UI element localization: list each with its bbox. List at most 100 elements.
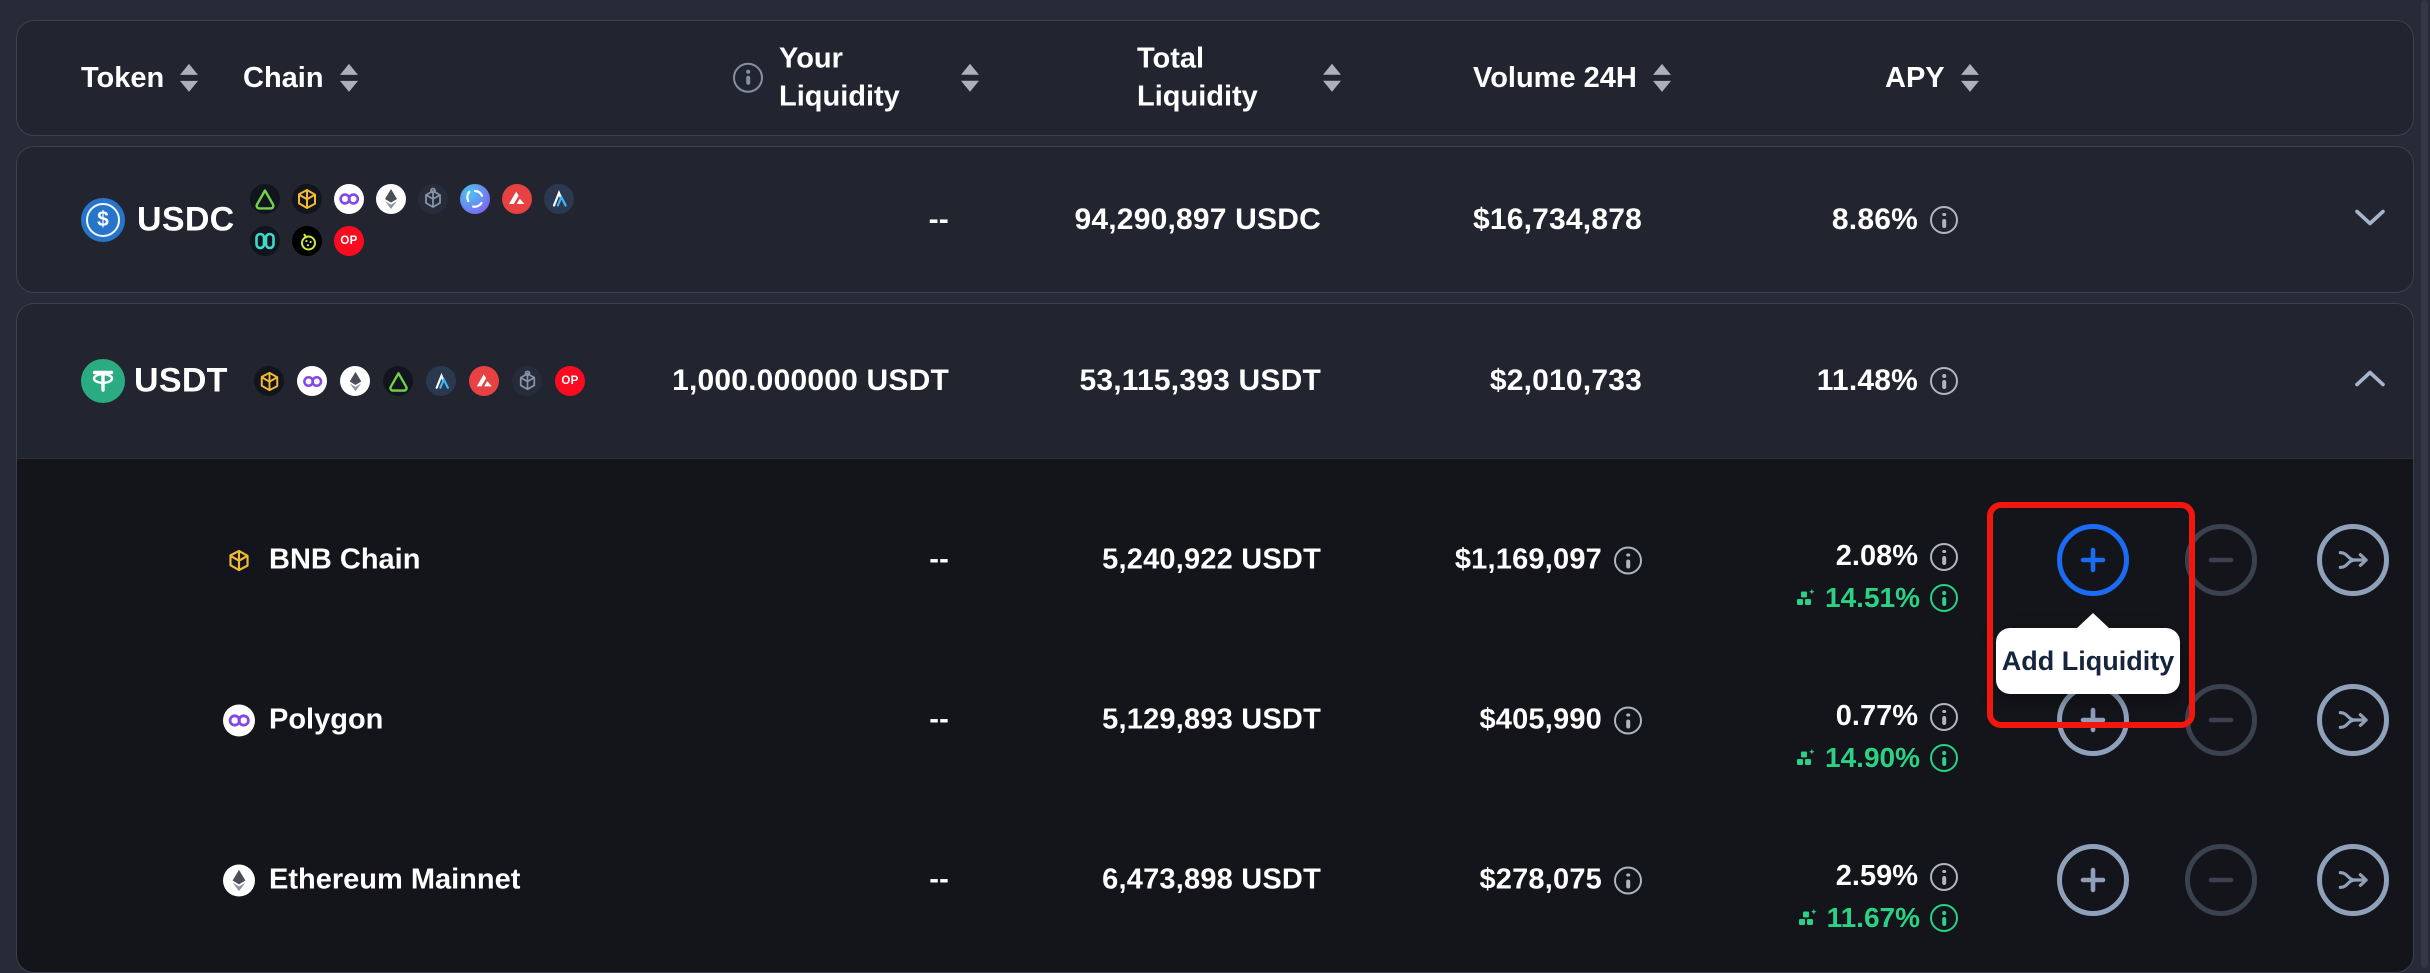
apy-value: 11.48% [1816,364,1918,397]
your-liquidity-value: 1,000.000000 USDT [672,364,949,397]
column-label: Token [81,61,165,94]
remove-liquidity-button[interactable] [2185,524,2257,596]
aurora-chain-icon [250,183,280,214]
chevron-up-icon[interactable] [2353,369,2387,394]
telos-chain-icon [460,183,490,214]
column-header-apy[interactable]: APY [1885,59,1979,97]
optimism-chain-icon: OP [334,225,364,256]
info-icon[interactable] [1614,546,1642,574]
your-liquidity-value: -- [929,863,949,896]
chain-cell: Polygon [223,704,383,737]
apy-cell: 2.08% 14.51% [1795,540,1958,614]
bnb-chain-icon [292,183,322,214]
sort-icon [1323,64,1341,92]
ethereum-chain-icon [376,183,406,214]
chevron-down-icon[interactable] [2353,207,2387,232]
sort-icon [180,63,199,92]
chain-cell: BNB Chain [223,544,420,577]
farm-apy-value: 11.67% [1826,902,1920,933]
chain-icon-cluster: OP [254,366,585,396]
volume-24h-value: $278,075 [1479,863,1602,896]
add-liquidity-button[interactable] [2057,524,2129,596]
volume-cell: $405,990 [1479,704,1642,737]
pool-row-usdt[interactable]: USDT OP 1,000.000000 USDT 53,115,393 USD… [17,304,2413,458]
info-icon[interactable] [1930,367,1958,395]
boba-chain-icon [292,225,322,256]
aurora-chain-icon [383,366,413,396]
column-label: Chain [243,61,324,94]
apy-cell: 11.48% [1817,364,1958,398]
farming-icon [1798,909,1817,925]
chain-name: BNB Chain [269,543,421,576]
total-liquidity-value: 5,240,922 USDT [1102,543,1321,576]
info-icon[interactable] [1930,862,1958,891]
sort-icon [339,63,358,92]
bridge-transfer-button[interactable] [2317,684,2389,756]
cube-chain-icon [512,366,542,396]
total-liquidity-value: 94,290,897 USDC [1074,202,1321,236]
ethereum-chain-icon [340,366,370,396]
apy-cell: 0.77% 14.90% [1795,700,1958,774]
volume-24h-value: $2,010,733 [1489,364,1642,397]
column-label: Volume 24H [1473,61,1637,94]
total-liquidity-value: 5,129,893 USDT [1102,703,1321,736]
chain-name: Ethereum Mainnet [269,863,521,896]
volume-24h-value: $405,990 [1479,703,1602,736]
volume-24h-value: $1,169,097 [1454,543,1602,576]
table-header: Token Chain Your Liquidity Total Liquidi… [16,20,2414,136]
chain-name: Polygon [269,703,384,736]
pool-row-usdc[interactable]: $ USDC OP -- 94,290,897 USDC $16,734,878… [16,146,2414,293]
apy-value: 0.77% [1835,700,1918,732]
info-icon[interactable] [1930,542,1958,571]
apy-cell: 8.86% [1832,203,1958,237]
usdt-token-icon [81,359,125,403]
farming-icon [1797,589,1815,605]
column-header-token[interactable]: Token [81,59,199,97]
token-name: USDT [134,361,228,400]
add-liquidity-button[interactable] [2057,844,2129,916]
info-icon[interactable] [1930,584,1958,612]
info-icon[interactable] [1930,904,1958,932]
column-header-chain[interactable]: Chain [243,59,358,97]
add-liquidity-button[interactable] [2057,684,2129,756]
remove-liquidity-button[interactable] [2185,844,2257,916]
detail-row-polygon: Polygon -- 5,129,893 USDT $405,990 0.77%… [17,640,2413,800]
bridge-transfer-button[interactable] [2317,844,2389,916]
info-icon[interactable] [1614,706,1642,734]
detail-row-bnb-chain: BNB Chain -- 5,240,922 USDT $1,169,097 2… [17,480,2413,640]
remove-liquidity-button[interactable] [2185,684,2257,756]
scrollbar[interactable] [2421,0,2428,968]
usdt-chain-details: BNB Chain -- 5,240,922 USDT $1,169,097 2… [17,458,2413,972]
farm-apy-value: 14.51% [1825,582,1920,613]
info-icon[interactable] [1930,205,1958,234]
apy-value: 2.08% [1835,540,1918,572]
column-header-volume-24h[interactable]: Volume 24H [1473,59,1671,97]
farm-apy-value: 14.90% [1825,742,1920,773]
volume-cell: $1,169,097 [1455,544,1642,577]
info-icon[interactable] [1930,744,1958,772]
sort-icon [961,64,979,92]
info-icon[interactable] [1614,866,1642,894]
polygon-chain-icon [334,183,364,214]
info-icon[interactable] [733,63,763,93]
column-header-your-liquidity[interactable]: Your Liquidity [733,40,979,117]
column-header-total-liquidity[interactable]: Total Liquidity [1137,40,1341,117]
column-label: APY [1885,61,1945,94]
arbitrum-chain-icon [426,366,456,396]
arbitrum-chain-icon [544,183,574,214]
harmony-chain-icon [250,225,280,256]
chain-cell: Ethereum Mainnet [223,864,520,897]
detail-row-ethereum-mainnet: Ethereum Mainnet -- 6,473,898 USDT $278,… [17,800,2413,960]
volume-24h-value: $16,734,878 [1472,202,1642,236]
usdc-token-icon: $ [81,197,125,242]
total-liquidity-value: 53,115,393 USDT [1079,364,1321,397]
volume-cell: $278,075 [1479,864,1642,897]
your-liquidity-value: -- [928,202,949,236]
avalanche-chain-icon [469,366,499,396]
polygon-chain-icon [223,704,255,736]
bridge-transfer-button[interactable] [2317,524,2389,596]
farming-icon [1797,749,1815,765]
info-icon[interactable] [1930,702,1958,731]
apy-value: 8.86% [1831,202,1918,236]
your-liquidity-value: -- [929,703,949,736]
